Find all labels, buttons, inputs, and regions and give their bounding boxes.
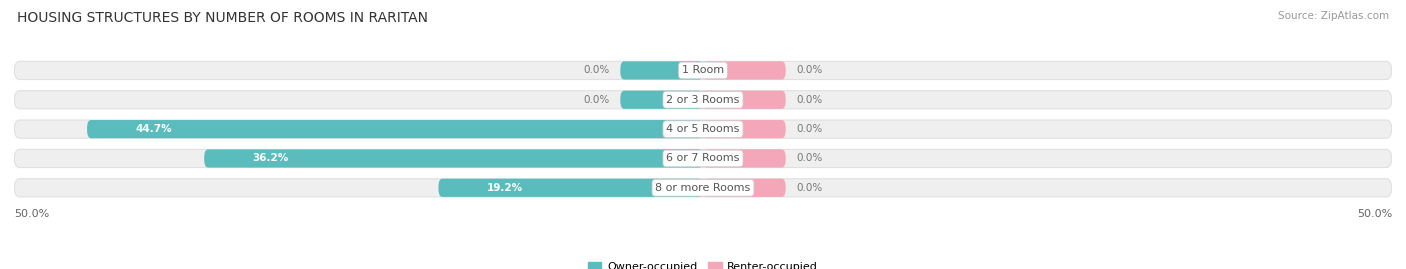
FancyBboxPatch shape bbox=[14, 120, 1392, 138]
Text: 1 Room: 1 Room bbox=[682, 65, 724, 75]
Text: HOUSING STRUCTURES BY NUMBER OF ROOMS IN RARITAN: HOUSING STRUCTURES BY NUMBER OF ROOMS IN… bbox=[17, 11, 427, 25]
Text: 50.0%: 50.0% bbox=[1357, 209, 1392, 219]
FancyBboxPatch shape bbox=[14, 61, 1392, 80]
Text: 44.7%: 44.7% bbox=[135, 124, 172, 134]
FancyBboxPatch shape bbox=[439, 179, 703, 197]
FancyBboxPatch shape bbox=[620, 61, 703, 80]
Text: 0.0%: 0.0% bbox=[797, 95, 823, 105]
Text: 19.2%: 19.2% bbox=[486, 183, 523, 193]
FancyBboxPatch shape bbox=[703, 149, 786, 168]
Text: 0.0%: 0.0% bbox=[583, 95, 609, 105]
FancyBboxPatch shape bbox=[703, 91, 786, 109]
Text: 36.2%: 36.2% bbox=[253, 154, 288, 164]
Legend: Owner-occupied, Renter-occupied: Owner-occupied, Renter-occupied bbox=[583, 257, 823, 269]
FancyBboxPatch shape bbox=[703, 61, 786, 80]
FancyBboxPatch shape bbox=[703, 179, 786, 197]
Text: 2 or 3 Rooms: 2 or 3 Rooms bbox=[666, 95, 740, 105]
Text: 0.0%: 0.0% bbox=[797, 154, 823, 164]
FancyBboxPatch shape bbox=[204, 149, 703, 168]
Text: Source: ZipAtlas.com: Source: ZipAtlas.com bbox=[1278, 11, 1389, 21]
Text: 0.0%: 0.0% bbox=[797, 183, 823, 193]
FancyBboxPatch shape bbox=[14, 149, 1392, 168]
Text: 8 or more Rooms: 8 or more Rooms bbox=[655, 183, 751, 193]
FancyBboxPatch shape bbox=[620, 91, 703, 109]
FancyBboxPatch shape bbox=[87, 120, 703, 138]
Text: 50.0%: 50.0% bbox=[14, 209, 49, 219]
Text: 0.0%: 0.0% bbox=[797, 124, 823, 134]
FancyBboxPatch shape bbox=[703, 120, 786, 138]
Text: 4 or 5 Rooms: 4 or 5 Rooms bbox=[666, 124, 740, 134]
Text: 6 or 7 Rooms: 6 or 7 Rooms bbox=[666, 154, 740, 164]
FancyBboxPatch shape bbox=[14, 179, 1392, 197]
Text: 0.0%: 0.0% bbox=[583, 65, 609, 75]
Text: 0.0%: 0.0% bbox=[797, 65, 823, 75]
FancyBboxPatch shape bbox=[14, 91, 1392, 109]
